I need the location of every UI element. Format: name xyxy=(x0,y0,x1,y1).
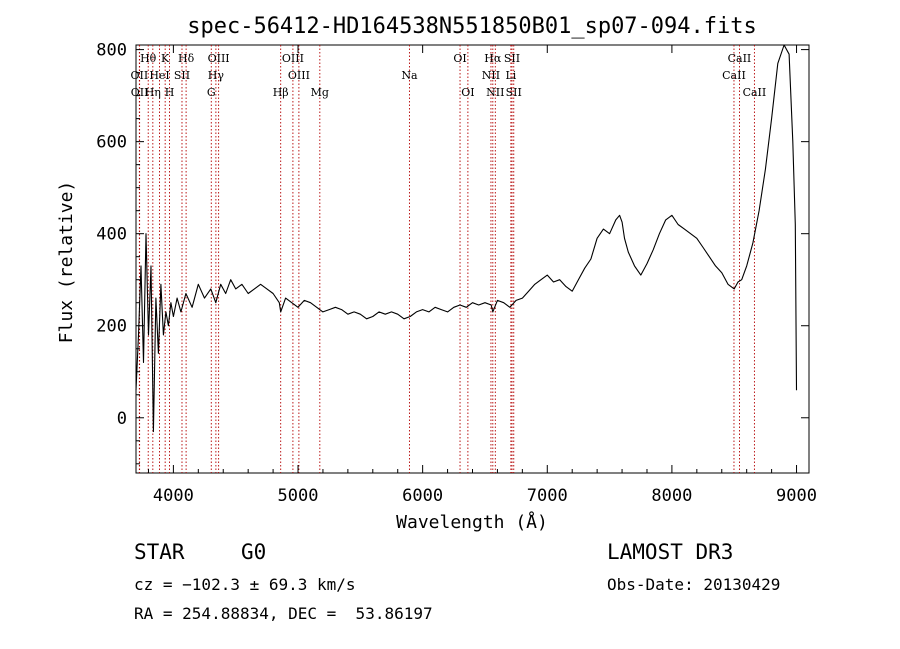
flux-series-line xyxy=(135,44,798,433)
x-axis-label: Wavelength (Å) xyxy=(396,511,548,533)
spectral-line-label: Na xyxy=(401,69,418,82)
y-tick-label: 400 xyxy=(96,225,127,245)
coordinates-text: RA = 254.88834, DEC = 53.86197 xyxy=(134,604,433,623)
spectral-line-label: G xyxy=(207,86,216,99)
spectral-line-label: NII xyxy=(482,69,500,82)
spectral-line-label: Li xyxy=(505,69,516,82)
spectral-line-label: OIII xyxy=(282,52,304,65)
spectral-line-label: Hγ xyxy=(208,69,225,82)
x-tick-label: 5000 xyxy=(278,486,319,506)
y-tick-label: 800 xyxy=(96,41,127,61)
spectral-line-label: Hη xyxy=(145,86,161,99)
spectral-line-label: OI xyxy=(453,52,466,65)
spectral-line-label: OII xyxy=(131,86,149,99)
spectral-line-markers xyxy=(138,45,755,473)
class-label: STAR xyxy=(134,540,185,564)
redshift-text: cz = −102.3 ± 69.3 km/s xyxy=(134,575,356,594)
spectral-line-label: K xyxy=(161,52,170,65)
spectral-line-label: SII xyxy=(504,52,520,65)
spectral-line-label: OII xyxy=(131,69,149,82)
x-axis-ticks: 4000 5000 6000 7000 8000 9000 xyxy=(147,45,817,506)
x-tick-label: 8000 xyxy=(651,486,692,506)
obs-date-text: Obs-Date: 20130429 xyxy=(607,575,781,594)
spectral-line-label: H xyxy=(165,86,175,99)
spectral-line-label: Hθ xyxy=(140,52,157,65)
spectral-line-label: Hδ xyxy=(178,52,195,65)
spectral-line-label: CaII xyxy=(728,52,752,65)
survey-label: LAMOST DR3 xyxy=(607,540,734,564)
y-axis-label: Flux (relative) xyxy=(56,181,77,344)
spectral-line-label: NII xyxy=(486,86,504,99)
spectral-line-label: HeI xyxy=(149,69,169,82)
x-tick-label: 7000 xyxy=(527,486,568,506)
x-tick-label: 6000 xyxy=(402,486,443,506)
x-tick-label: 9000 xyxy=(776,486,817,506)
spectral-line-label: CaII xyxy=(743,86,767,99)
spectral-line-label: SII xyxy=(174,69,190,82)
y-tick-label: 0 xyxy=(117,409,127,429)
spectral-line-label: OI xyxy=(461,86,474,99)
spectral-line-label: OIII xyxy=(288,69,310,82)
plot-frame xyxy=(135,44,810,474)
y-tick-label: 200 xyxy=(96,317,127,337)
x-tick-label: 4000 xyxy=(153,486,194,506)
y-axis-ticks: 0 200 400 600 800 xyxy=(96,41,809,465)
spectral-line-label: Hα xyxy=(484,52,502,65)
spectral-line-label: Mg xyxy=(311,86,329,99)
subclass-label: G0 xyxy=(241,540,267,564)
spectral-line-label: SII xyxy=(506,86,522,99)
spectral-line-label: OIII xyxy=(208,52,230,65)
chart-title: spec-56412-HD164538N551850B01_sp07-094.f… xyxy=(187,14,757,39)
spectral-line-label: Hβ xyxy=(273,86,289,99)
spectral-line-label: CaII xyxy=(722,69,746,82)
y-tick-label: 600 xyxy=(96,133,127,153)
